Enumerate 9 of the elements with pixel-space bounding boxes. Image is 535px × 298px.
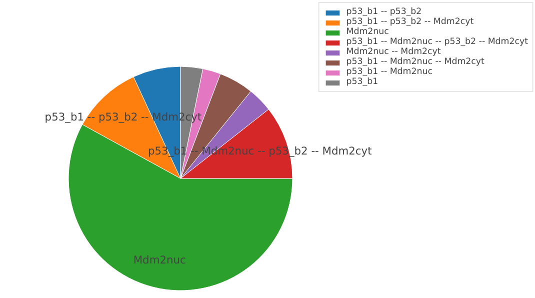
legend-label: p53_b1 -- Mdm2nuc xyxy=(346,67,432,77)
text: Mdm2nuc xyxy=(133,253,186,266)
legend-label: p53_b1 xyxy=(346,77,378,87)
legend-label: Mdm2nuc xyxy=(346,27,389,37)
legend-label: p53_b1 -- p53_b2 xyxy=(346,7,422,17)
legend-label: p53_b1 -- Mdm2nuc -- Mdm2cyt xyxy=(346,57,484,67)
legend-label: Mdm2nuc -- Mdm2cyt xyxy=(346,47,441,57)
legend-label: p53_b1 -- p53_b2 -- Mdm2cyt xyxy=(346,17,474,27)
legend-label: p53_b1 -- Mdm2nuc -- p53_b2 -- Mdm2cyt xyxy=(346,37,528,47)
